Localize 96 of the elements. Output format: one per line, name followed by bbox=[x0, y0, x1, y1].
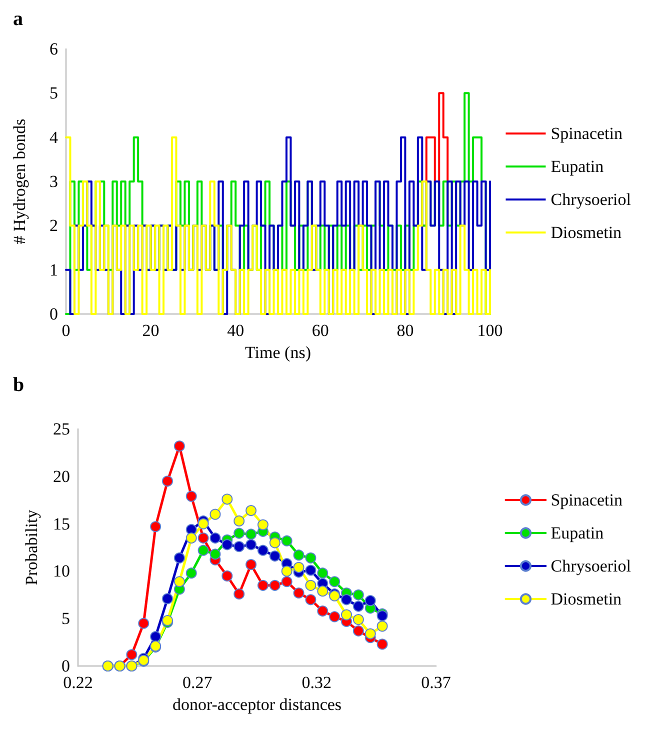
point bbox=[257, 544, 268, 556]
point bbox=[281, 576, 292, 588]
chart-title: a bbox=[13, 8, 23, 30]
point bbox=[138, 618, 150, 629]
point bbox=[352, 614, 364, 626]
y-tick-label: 20 bbox=[53, 466, 70, 486]
point bbox=[281, 535, 292, 546]
legend-label: Chrysoeriol bbox=[550, 556, 632, 576]
point bbox=[246, 528, 257, 540]
point bbox=[305, 594, 316, 606]
point bbox=[293, 588, 304, 598]
point bbox=[210, 532, 221, 544]
point bbox=[269, 537, 280, 548]
point bbox=[222, 570, 233, 582]
point bbox=[257, 580, 268, 591]
y-tick-label: 5 bbox=[50, 84, 58, 103]
point bbox=[269, 580, 280, 591]
point bbox=[293, 562, 304, 573]
point bbox=[186, 490, 197, 502]
point bbox=[126, 649, 138, 660]
point bbox=[186, 568, 197, 579]
y-tick-label: 3 bbox=[50, 172, 58, 191]
y-tick-label: 15 bbox=[53, 514, 70, 534]
y-tick-label: 5 bbox=[62, 609, 70, 628]
point bbox=[222, 494, 233, 505]
point bbox=[234, 515, 245, 526]
point bbox=[293, 550, 304, 561]
chart-title: b bbox=[13, 374, 24, 396]
point bbox=[198, 518, 209, 530]
point bbox=[234, 541, 245, 552]
x-tick-label: 100 bbox=[477, 321, 503, 340]
point bbox=[257, 519, 268, 530]
point bbox=[376, 620, 388, 632]
x-tick-label: 80 bbox=[396, 321, 414, 340]
point bbox=[150, 521, 162, 532]
x-tick-label: 20 bbox=[142, 321, 160, 340]
point bbox=[305, 564, 316, 576]
point bbox=[364, 595, 376, 606]
y-tick-label: 4 bbox=[50, 128, 58, 147]
x-tick-label: 0.37 bbox=[421, 673, 452, 692]
y-axis-title: # Hydrogen bonds bbox=[10, 118, 29, 244]
legend-label: Spinacetin bbox=[550, 124, 623, 143]
point bbox=[246, 505, 257, 516]
x-axis-title: donor-acceptor distances bbox=[172, 695, 342, 714]
point bbox=[186, 532, 197, 544]
point bbox=[174, 552, 185, 564]
y-tick-label: 0 bbox=[62, 656, 70, 676]
point bbox=[246, 559, 257, 570]
legend-label: Diosmetin bbox=[550, 590, 622, 608]
legend-label: Diosmetin bbox=[550, 223, 622, 242]
point bbox=[210, 548, 221, 560]
x-tick-label: 40 bbox=[227, 321, 244, 340]
legend-label: Eupatin bbox=[550, 157, 604, 176]
x-tick-label: 0.32 bbox=[302, 673, 332, 692]
point bbox=[269, 550, 280, 562]
point bbox=[341, 594, 352, 606]
point bbox=[162, 476, 173, 487]
x-axis-title: Time (ns) bbox=[245, 343, 311, 362]
point bbox=[352, 589, 364, 600]
legend-label: Chrysoeriol bbox=[550, 190, 632, 209]
point bbox=[364, 628, 376, 640]
x-tick-label: 0.22 bbox=[63, 673, 93, 692]
legend-label: Spinacetin bbox=[550, 490, 623, 510]
point bbox=[174, 440, 185, 452]
point bbox=[246, 539, 257, 550]
legend-label: Eupatin bbox=[550, 524, 604, 542]
point bbox=[222, 539, 233, 550]
point bbox=[317, 606, 328, 617]
y-axis-title: Probability bbox=[22, 509, 41, 586]
point bbox=[150, 631, 162, 642]
x-tick-label: 60 bbox=[312, 321, 329, 340]
point bbox=[352, 625, 364, 636]
point bbox=[305, 552, 316, 564]
point bbox=[281, 566, 292, 577]
y-tick-label: 0 bbox=[50, 304, 58, 324]
y-tick-label: 25 bbox=[53, 420, 70, 438]
point bbox=[174, 576, 185, 588]
point bbox=[234, 528, 245, 539]
point bbox=[341, 609, 352, 620]
y-tick-label: 10 bbox=[53, 562, 70, 581]
point bbox=[317, 586, 328, 597]
x-tick-label: 0.27 bbox=[182, 673, 213, 692]
point bbox=[305, 580, 316, 591]
point bbox=[198, 544, 209, 556]
point bbox=[162, 593, 173, 604]
point bbox=[234, 588, 245, 600]
point bbox=[210, 508, 221, 520]
point bbox=[329, 611, 340, 622]
y-tick-label: 6 bbox=[50, 40, 58, 58]
point bbox=[329, 576, 340, 588]
y-tick-label: 1 bbox=[50, 260, 58, 280]
y-tick-label: 2 bbox=[50, 216, 58, 236]
point bbox=[317, 568, 328, 579]
point bbox=[376, 638, 388, 650]
point bbox=[198, 532, 209, 544]
point bbox=[352, 600, 364, 612]
